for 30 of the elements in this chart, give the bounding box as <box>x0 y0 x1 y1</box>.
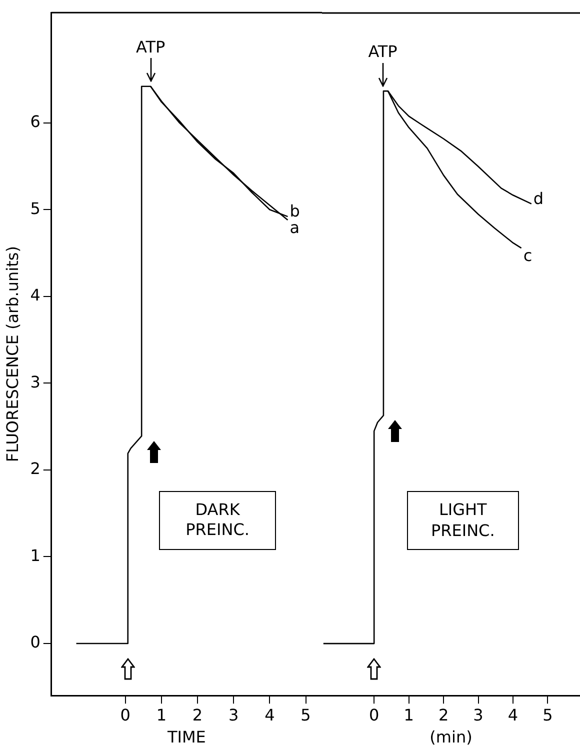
y-tick-label: 3 <box>30 372 40 392</box>
x-tick-label: 0 <box>120 705 130 724</box>
text-frame: DARK PREINC. <box>159 490 276 550</box>
series-label: c <box>523 246 532 266</box>
x-tick-label: 2 <box>438 705 449 724</box>
x-tick-label: 3 <box>473 705 484 724</box>
x-tick-label: 0 <box>368 705 380 724</box>
series-label: d <box>533 188 544 208</box>
text-frame: LIGHT PREINC. <box>406 490 519 550</box>
x-tick-label: 3 <box>228 705 239 724</box>
x-tick-label: 4 <box>264 705 275 724</box>
x-tick-label: 1 <box>156 705 167 724</box>
annotation: ATP <box>368 42 398 62</box>
y-axis-title: FLUORESCENCE (arb.units) <box>2 246 22 462</box>
y-tick-label: 0 <box>30 632 40 652</box>
series-label: b <box>290 202 300 221</box>
y-tick-label: 5 <box>30 198 40 218</box>
x-axis-title: (min) <box>430 728 472 747</box>
y-tick-label: 1 <box>30 546 40 565</box>
series-label: a <box>290 218 300 238</box>
x-tick-label: 5 <box>542 705 553 724</box>
x-axis-title: TIME <box>166 728 206 747</box>
x-tick-label: 1 <box>404 705 414 724</box>
y-tick-label: 2 <box>30 459 40 478</box>
x-tick-label: 4 <box>508 705 518 724</box>
x-tick-label: 5 <box>300 705 311 724</box>
x-tick-label: 2 <box>192 705 203 724</box>
y-tick-label: 6 <box>30 112 40 131</box>
y-tick-label: 4 <box>30 286 40 305</box>
annotation: ATP <box>136 38 166 57</box>
